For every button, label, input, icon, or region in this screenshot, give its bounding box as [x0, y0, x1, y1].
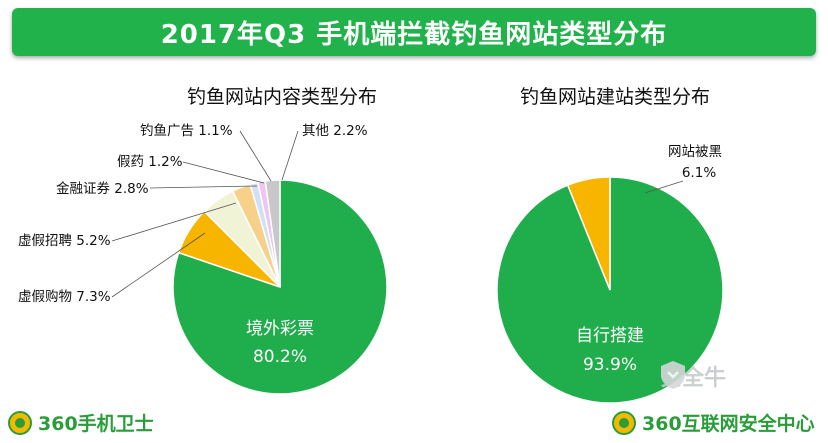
brand-360-mobile-guard: 360手机卫士 — [8, 409, 154, 436]
360-logo-icon — [8, 410, 32, 435]
callout-label: 金融证券 2.8% — [56, 181, 149, 197]
slice-label: 自行搭建 — [576, 326, 644, 346]
callout-label: 网站被黑 — [668, 144, 722, 160]
callout-label: 虚假购物 7.3% — [18, 289, 111, 305]
chart-title-content-type: 钓鱼网站内容类型分布 — [187, 86, 378, 108]
chart-title-hosting-type: 钓鱼网站建站类型分布 — [520, 86, 711, 108]
leader-line — [111, 202, 237, 242]
leader-line — [281, 130, 299, 181]
watermark: 安全牛 — [660, 360, 726, 392]
slice-label: 境外彩票 — [246, 319, 314, 339]
leader-line — [644, 180, 684, 194]
leader-line — [182, 161, 265, 184]
page-title: 2017年Q3 手机端拦截钓鱼网站类型分布 — [160, 19, 668, 50]
callout-value-label: 6.1% — [682, 165, 716, 181]
callout-label: 假药 1.2% — [117, 154, 183, 170]
brand-right-label: 360互联网安全中心 — [642, 413, 815, 435]
360-logo-icon — [612, 410, 636, 435]
slice-value-label: 80.2% — [253, 347, 307, 367]
pie-slice — [264, 179, 281, 288]
callout-label: 虚假招聘 5.2% — [18, 233, 111, 249]
leader-line — [111, 232, 206, 298]
pie-slice — [172, 179, 388, 395]
callout-label: 钓鱼广告 1.1% — [140, 122, 233, 139]
title-banner: 2017年Q3 手机端拦截钓鱼网站类型分布 — [12, 8, 816, 56]
leader-line — [149, 185, 258, 189]
shield-icon — [661, 361, 685, 389]
callout-label: 其他 2.2% — [302, 123, 368, 139]
slice-value-label: 93.9% — [583, 355, 637, 375]
leader-line — [239, 130, 272, 182]
brand-360-security-center: 360互联网安全中心 — [612, 409, 815, 436]
brand-left-label: 360手机卫士 — [38, 413, 154, 435]
pie-slice — [566, 176, 611, 291]
